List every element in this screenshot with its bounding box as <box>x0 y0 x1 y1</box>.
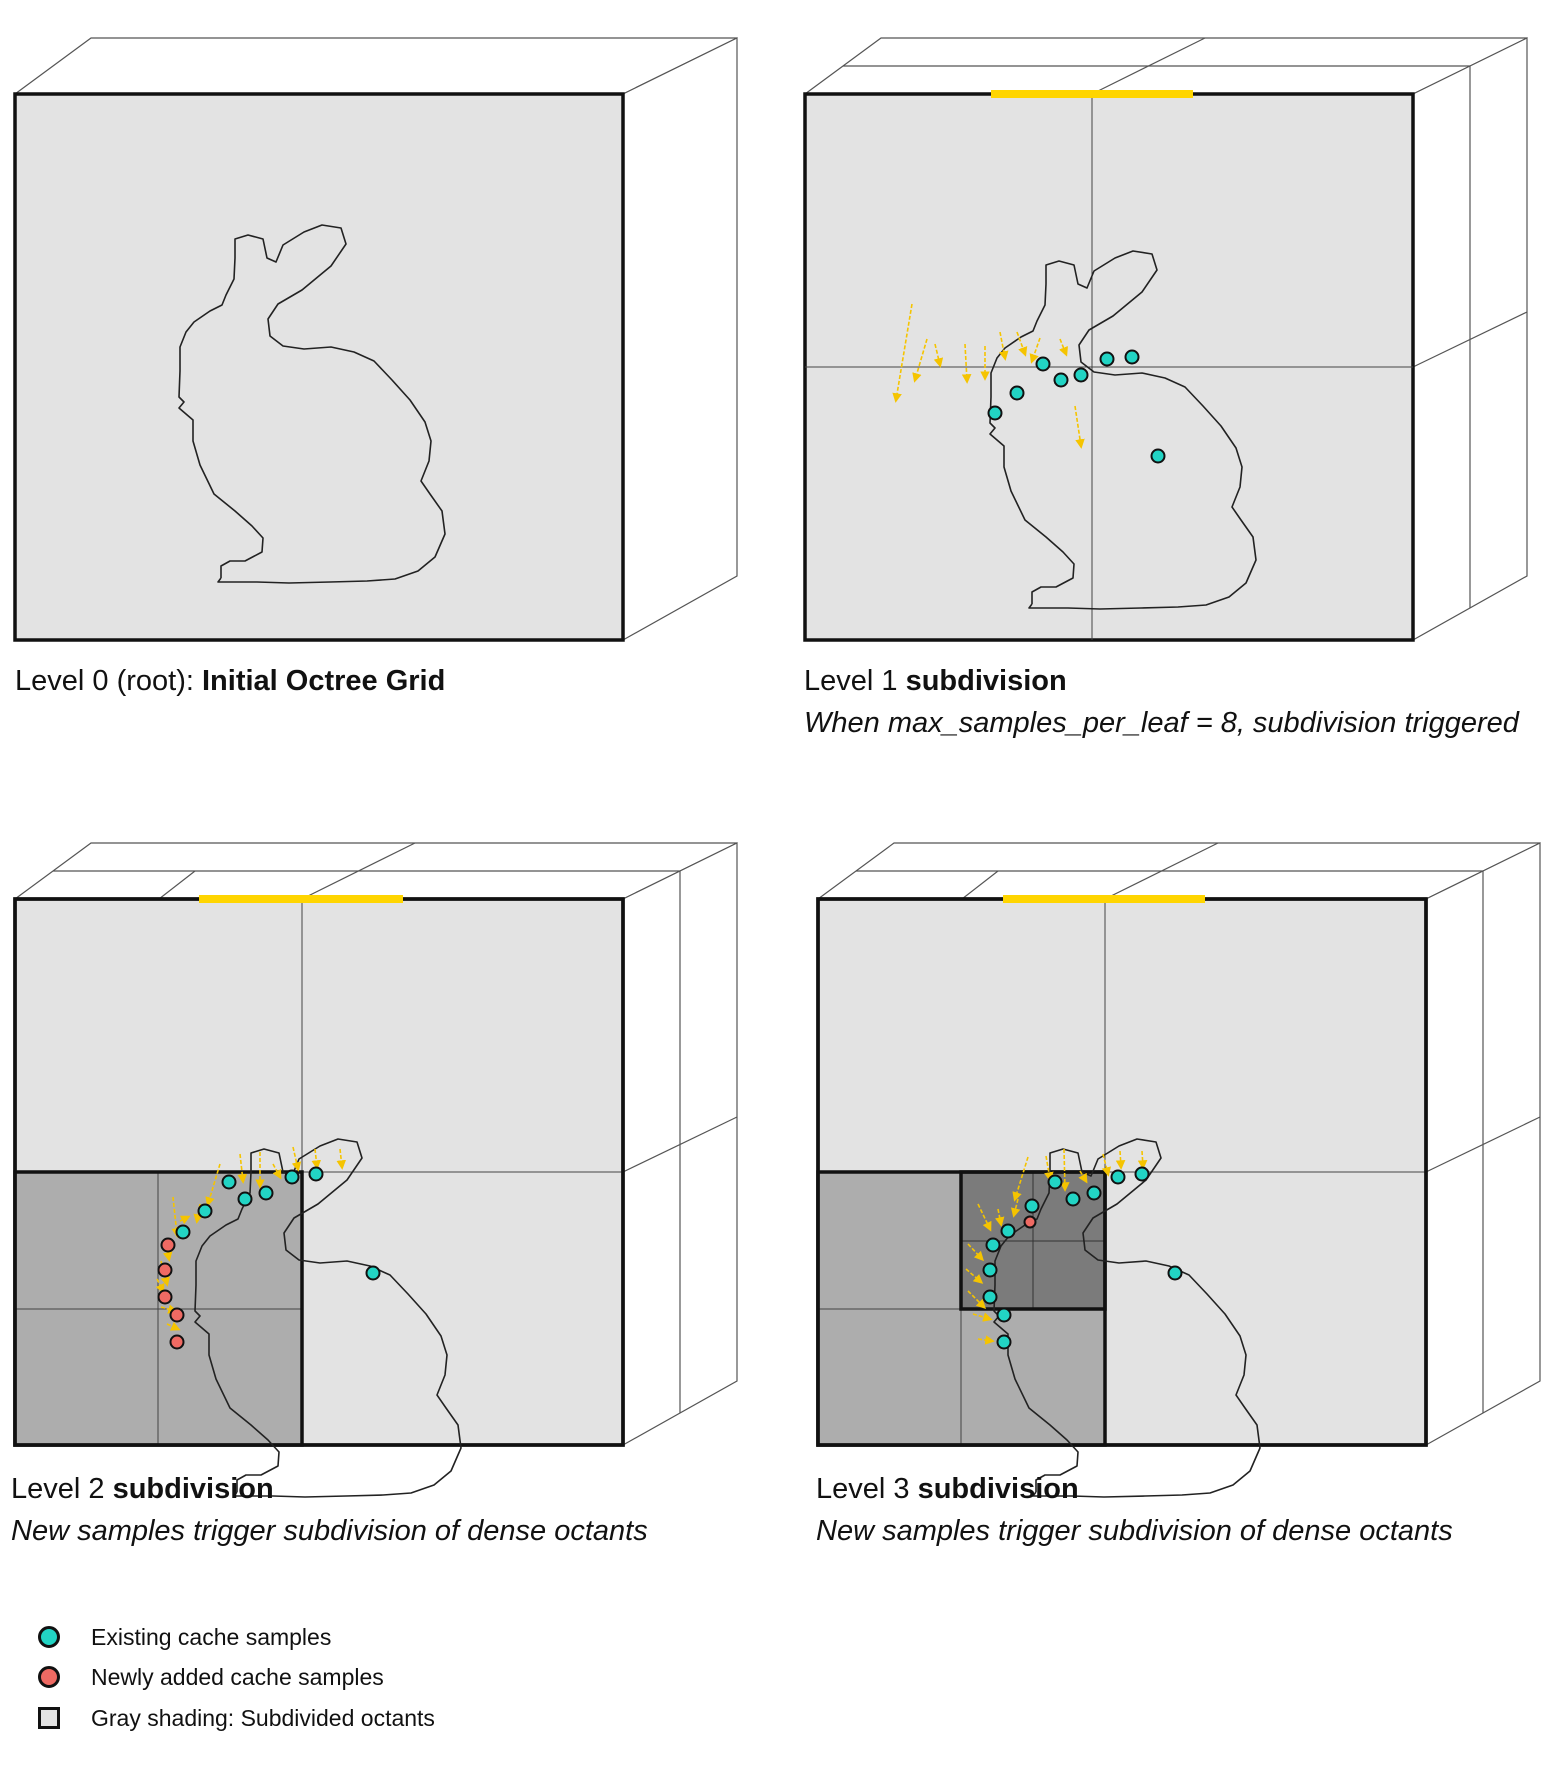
panel-level3-cube <box>816 842 1541 1498</box>
caption-level-text: Level 3 <box>816 1473 918 1505</box>
caption-level3: Level 3 subdivision New samples trigger … <box>816 1468 1453 1552</box>
caption-level-text: Level 0 (root): <box>15 665 202 697</box>
sample-arrows <box>892 303 1085 449</box>
caption-subtitle: New samples trigger subdivision of dense… <box>816 1515 1453 1547</box>
caption-level-text: Level 1 <box>804 665 906 697</box>
panel-level1-cube <box>803 37 1528 642</box>
legend-label: Newly added cache samples <box>91 1664 384 1690</box>
square-marker-icon <box>38 1707 60 1729</box>
existing-samples <box>175 1166 381 1281</box>
caption-level2: Level 2 subdivision New samples trigger … <box>11 1468 648 1552</box>
new-samples <box>157 1237 185 1350</box>
legend-label: Gray shading: Subdivided octants <box>91 1705 435 1731</box>
legend-item-existing: Existing cache samples <box>38 1622 331 1652</box>
panel-level2-cube <box>13 842 738 1498</box>
caption-bold-text: subdivision <box>917 1473 1079 1505</box>
highlight-bar <box>1003 895 1205 903</box>
caption-bold-text: Initial Octree Grid <box>201 665 446 697</box>
caption-bold-text: subdivision <box>905 665 1067 697</box>
caption-level1: Level 1 subdivision When max_samples_per… <box>804 660 1524 744</box>
existing-samples <box>987 349 1166 464</box>
circle-marker-icon <box>38 1666 60 1688</box>
existing-samples <box>982 1166 1183 1350</box>
legend-label: Existing cache samples <box>91 1624 332 1650</box>
caption-bold-text: subdivision <box>112 1473 274 1505</box>
panel-level0-cube <box>13 37 738 642</box>
caption-subtitle: New samples trigger subdivision of dense… <box>11 1515 648 1547</box>
caption-level-text: Level 2 <box>11 1473 113 1505</box>
highlight-bar <box>199 895 403 903</box>
new-samples <box>1023 1215 1037 1229</box>
circle-marker-icon <box>38 1626 60 1648</box>
sample-arrows <box>965 1148 1148 1345</box>
highlight-bar <box>991 90 1193 98</box>
caption-subtitle: When max_samples_per_leaf = 8, subdivisi… <box>804 707 1519 739</box>
legend-item-new: Newly added cache samples <box>38 1662 384 1692</box>
caption-level0: Level 0 (root): Initial Octree Grid <box>15 660 445 702</box>
legend-item-gray: Gray shading: Subdivided octants <box>38 1703 435 1733</box>
